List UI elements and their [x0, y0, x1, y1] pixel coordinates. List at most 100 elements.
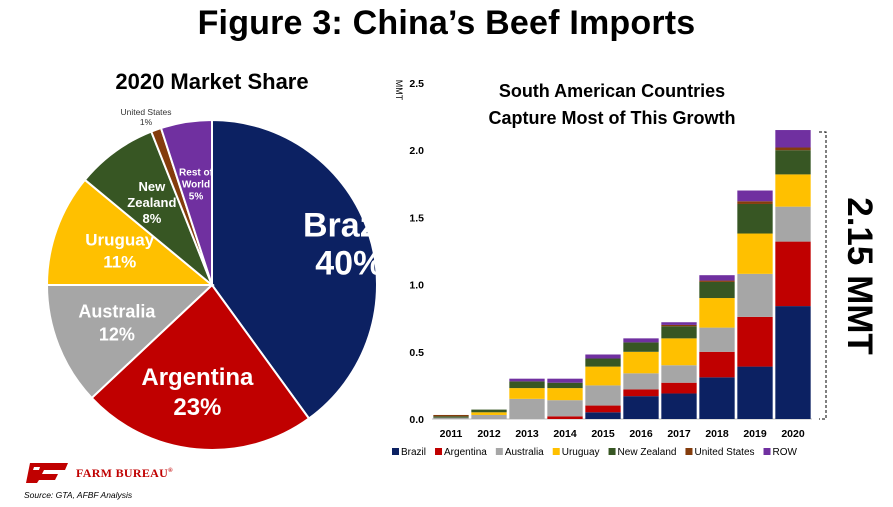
pie-slice-argentina — [90, 283, 311, 451]
bar-segment-new-zealand-2014 — [547, 382, 583, 389]
source-note: Source: GTA, AFBF Analysis — [24, 490, 133, 500]
bar-segment-australia-2014 — [547, 400, 583, 417]
legend-label-row: ROW — [773, 447, 798, 458]
pie-value-label: 12% — [99, 324, 135, 344]
bar-segment-argentina-2019 — [737, 316, 773, 367]
bar-chart-title-line1: South American Countries — [499, 81, 725, 101]
bar-segment-brazil-2018 — [699, 377, 735, 419]
bar-segment-row-2019 — [737, 190, 773, 202]
pie-category-label: Australia — [78, 301, 156, 321]
bar-segment-row-2013 — [509, 378, 545, 382]
bar-segment-uruguay-2013 — [509, 388, 545, 399]
pie-slice-rest-of-world — [159, 118, 213, 286]
bar-chart: MMT 0.0 0.5 1.0 1.5 2.0 2.5 2011 2012 2013 2014 201… — [392, 78, 812, 458]
bar-segment-row-2020 — [775, 130, 811, 148]
bar-segment-united-states-2020 — [775, 147, 811, 151]
y-tick-label: 2.5 — [409, 78, 424, 90]
bar-segment-australia-2019 — [737, 273, 773, 317]
legend-swatch-brazil — [392, 448, 399, 455]
bar-segment-row-2018 — [699, 275, 735, 281]
legend-swatch-new-zealand — [608, 448, 616, 455]
bar-segment-united-states-2011 — [433, 414, 469, 417]
pie-chart-title: 2020 Market Share — [115, 69, 308, 94]
total-callout: 2.15 MMT — [840, 197, 879, 355]
bar-segment-new-zealand-2012 — [471, 409, 507, 413]
bar-segment-new-zealand-2015 — [585, 358, 621, 367]
pie-value-label: 40% — [315, 244, 383, 282]
bar-segment-australia-2016 — [623, 373, 659, 390]
pie-category-label: United States — [120, 107, 171, 117]
pie-category-label: Rest of — [179, 167, 214, 178]
legend-swatch-australia — [495, 448, 503, 455]
bar-segment-brazil-2016 — [623, 396, 659, 419]
bar-segment-uruguay-2012 — [471, 412, 507, 415]
x-tick-label: 2011 — [440, 428, 463, 440]
pie-value-label: 23% — [173, 394, 221, 421]
bar-segment-australia-2012 — [471, 414, 507, 419]
bar-segment-australia-2020 — [775, 206, 811, 242]
bar-segment-brazil-2015 — [585, 412, 621, 419]
pie-category-label: Argentina — [141, 364, 254, 391]
legend-swatch-argentina — [435, 448, 443, 455]
x-tick-label: 2019 — [743, 428, 767, 440]
y-tick-label: 2.0 — [409, 145, 424, 157]
y-tick-label: 0.0 — [409, 414, 424, 426]
farm-bureau-logo-text: FARM BUREAU® — [76, 466, 173, 480]
bar-segment-australia-2011 — [433, 417, 469, 419]
pie-category-label: Brazil — [303, 206, 396, 244]
x-tick-label: 2015 — [591, 428, 615, 440]
legend-swatch-uruguay — [552, 448, 560, 455]
bar-segment-brazil-2017 — [661, 393, 697, 419]
pie-category-label: World — [182, 179, 210, 190]
bar-segment-row-2015 — [585, 354, 621, 359]
legend-swatch-row — [763, 448, 771, 455]
bar-segment-uruguay-2017 — [661, 338, 697, 366]
y-axis-label: MMT — [394, 80, 404, 101]
pie-slice-australia — [45, 284, 215, 400]
x-tick-label: 2018 — [705, 428, 729, 440]
bar-segment-australia-2018 — [699, 327, 735, 352]
bar-segment-australia-2013 — [509, 398, 545, 419]
bar-segment-new-zealand-2013 — [509, 381, 545, 389]
legend-label-argentina: Argentina — [444, 447, 487, 458]
legend-swatch-united-states — [685, 448, 693, 455]
pie-slice-uruguay — [45, 178, 215, 286]
y-tick-label: 0.5 — [409, 347, 424, 359]
pie-value-label: 11% — [103, 252, 136, 271]
bar-segment-united-states-2017 — [661, 324, 697, 327]
pie-slice-brazil — [211, 118, 378, 420]
bar-segment-argentina-2016 — [623, 389, 659, 397]
bar-segment-new-zealand-2017 — [661, 326, 697, 339]
bar-segment-new-zealand-2011 — [433, 416, 469, 418]
pie-category-label: Uruguay — [85, 230, 155, 249]
legend-label-uruguay: Uruguay — [562, 447, 600, 458]
bar-segment-uruguay-2016 — [623, 351, 659, 374]
y-tick-label: 1.0 — [409, 280, 424, 292]
bar-chart-title-line2: Capture Most of This Growth — [489, 108, 736, 128]
bar-segment-new-zealand-2020 — [775, 150, 811, 175]
bar-segment-australia-2015 — [585, 385, 621, 406]
x-tick-label: 2012 — [477, 428, 501, 440]
legend-label-australia: Australia — [505, 447, 544, 458]
pie-value-label: 1% — [140, 117, 153, 127]
bar-segment-argentina-2020 — [775, 241, 811, 307]
pie-value-label: 5% — [189, 191, 204, 202]
bar-segment-argentina-2017 — [661, 382, 697, 394]
x-tick-label: 2016 — [629, 428, 653, 440]
bar-segment-row-2017 — [661, 322, 697, 325]
bar-segment-argentina-2015 — [585, 405, 621, 413]
x-tick-label: 2017 — [667, 428, 691, 440]
figure-title: Figure 3: China’s Beef Imports — [197, 4, 696, 42]
bar-segment-uruguay-2018 — [699, 298, 735, 328]
pie-category-label: Zealand — [127, 195, 176, 210]
bar-segment-new-zealand-2018 — [699, 281, 735, 299]
bar-segment-argentina-2018 — [699, 351, 735, 378]
bar-segment-australia-2017 — [661, 365, 697, 383]
x-tick-label: 2013 — [515, 428, 539, 440]
legend-label-united-states: United States — [694, 447, 754, 458]
bar-segment-united-states-2019 — [737, 201, 773, 204]
bar-segment-new-zealand-2019 — [737, 203, 773, 234]
y-tick-label: 1.5 — [409, 212, 424, 224]
